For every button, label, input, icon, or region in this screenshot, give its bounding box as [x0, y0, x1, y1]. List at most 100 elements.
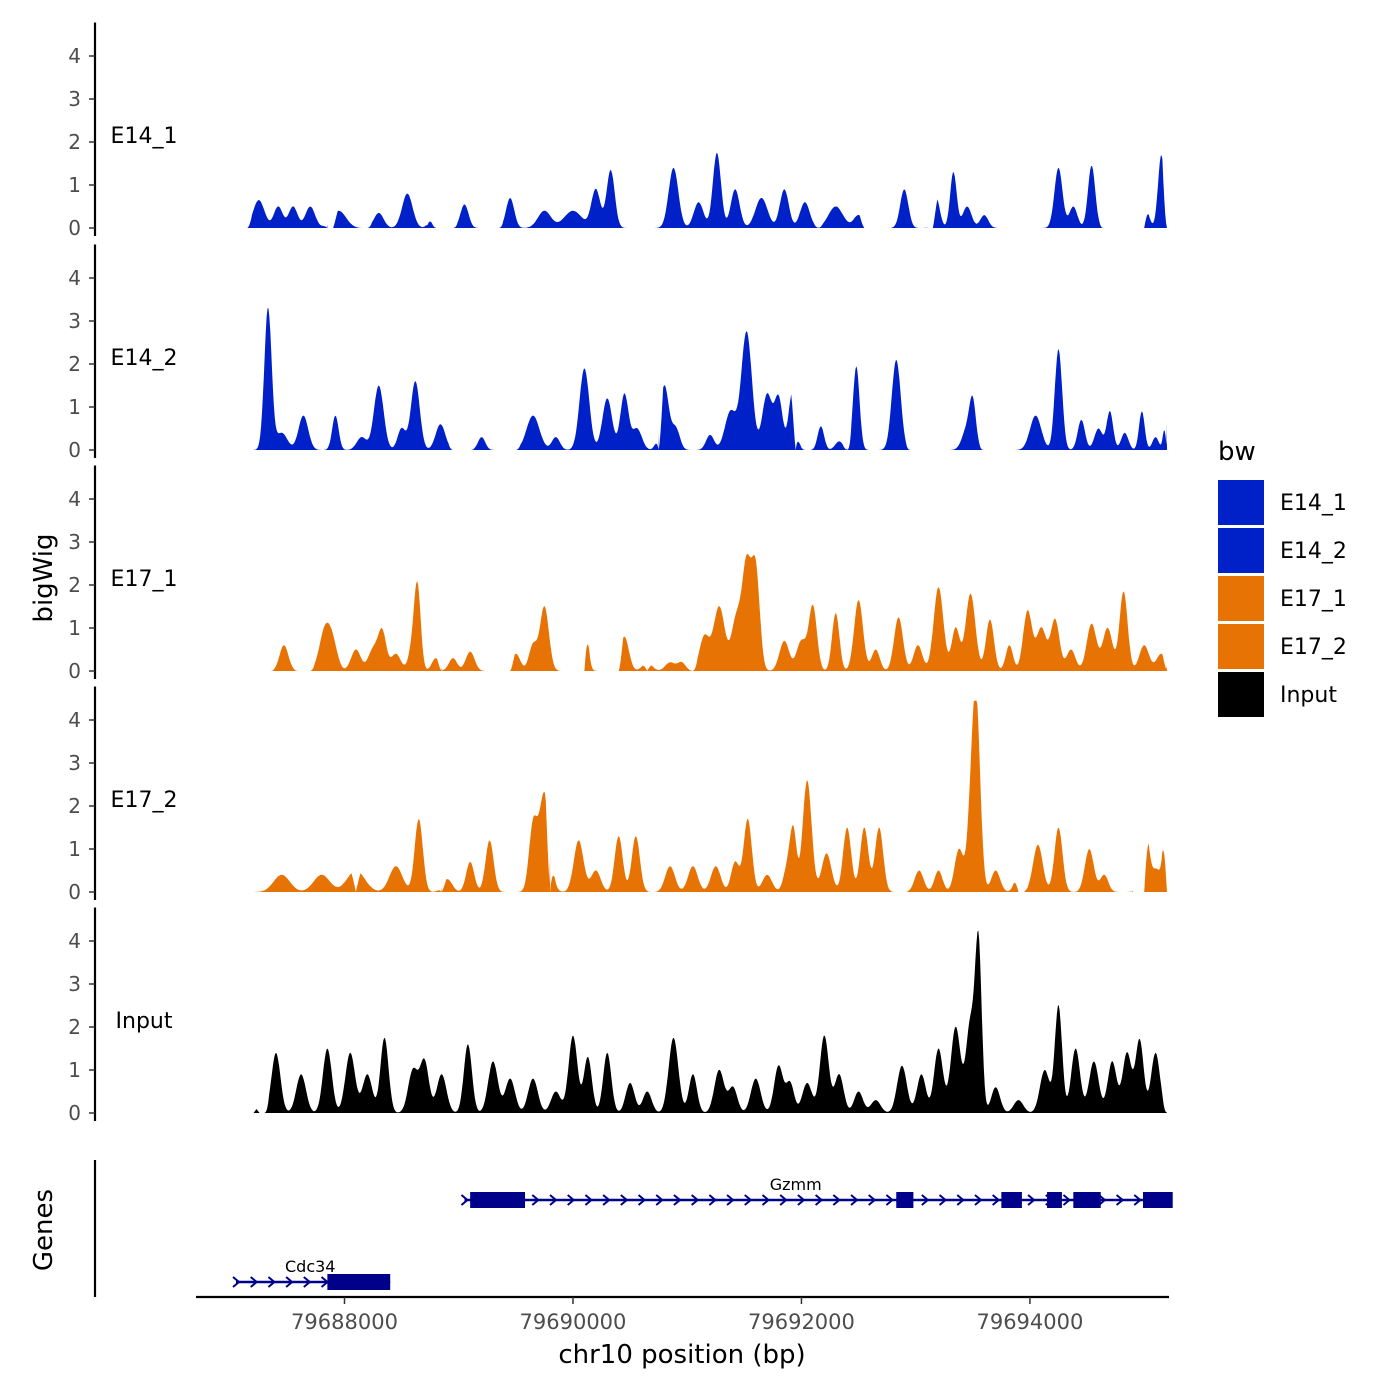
- y-tick-label: 2: [68, 1015, 81, 1039]
- legend-swatch: [1218, 528, 1264, 573]
- track-label: E17_2: [111, 788, 178, 813]
- strand-arrow-icon: [250, 1276, 259, 1288]
- y-tick-label: 3: [68, 972, 81, 996]
- exon-block: [1001, 1192, 1022, 1208]
- exon-block: [327, 1274, 391, 1290]
- strand-arrow-icon: [567, 1194, 576, 1206]
- coverage-area: [270, 645, 299, 671]
- coverage-area: [264, 930, 1167, 1113]
- strand-arrow-icon: [1062, 1194, 1072, 1206]
- strand-arrow-icon: [620, 1194, 629, 1206]
- y-tick-label: 0: [68, 216, 81, 240]
- coverage-area: [453, 204, 482, 228]
- x-tick-label: 79694000: [976, 1310, 1083, 1334]
- y-tick-label: 1: [68, 173, 81, 197]
- coverage-area: [647, 152, 819, 228]
- y-tick-label: 2: [68, 573, 81, 597]
- y-tick-label: 1: [68, 616, 81, 640]
- track-label: E14_1: [111, 124, 178, 149]
- gene-name-label: Gzmm: [770, 1175, 822, 1194]
- coverage-area: [355, 819, 442, 892]
- exon-block: [1143, 1192, 1173, 1208]
- strand-arrow-icon: [956, 1194, 965, 1206]
- strand-arrow-icon: [460, 1194, 470, 1206]
- coverage-area: [647, 661, 693, 671]
- coverage-area: [247, 308, 453, 450]
- legend: bw E14_1 E14_2 E17_1 E17_2 Input: [1218, 437, 1347, 717]
- y-tick-label: 0: [68, 1101, 81, 1125]
- strand-arrow-icon: [992, 1194, 1001, 1206]
- y-tick-label: 4: [68, 44, 81, 68]
- strand-arrow-icon: [232, 1276, 241, 1288]
- coverage-area: [692, 554, 1167, 671]
- track-label: E17_1: [111, 567, 178, 592]
- coverage-area: [1024, 827, 1133, 892]
- coverage-area: [807, 426, 848, 450]
- coverage-area: [441, 651, 488, 671]
- y-tick-label: 4: [68, 929, 81, 953]
- coverage-area: [550, 836, 653, 892]
- y-tick-label: 3: [68, 87, 81, 111]
- track-label: E14_2: [111, 346, 178, 371]
- y-tick-label: 0: [68, 659, 81, 683]
- strand-arrow-icon: [868, 1194, 877, 1206]
- y-tick-label: 2: [68, 352, 81, 376]
- legend-label: Input: [1280, 683, 1337, 708]
- strand-arrow-icon: [303, 1276, 312, 1288]
- coverage-area: [310, 581, 442, 671]
- track-e17_2: 0 1 2 3 4 E17_2: [68, 686, 1167, 904]
- strand-arrow-icon: [637, 1194, 647, 1206]
- y-tick-label: 1: [68, 837, 81, 861]
- legend-label: E14_2: [1280, 539, 1347, 564]
- coverage-area: [995, 349, 1167, 450]
- strand-arrow-icon: [744, 1194, 753, 1206]
- strand-arrow-icon: [974, 1194, 983, 1206]
- coverage-area: [367, 193, 431, 228]
- strand-arrow-icon: [1115, 1194, 1125, 1206]
- strand-arrow-icon: [673, 1194, 682, 1206]
- y-tick-label: 2: [68, 130, 81, 154]
- strand-arrow-icon: [285, 1276, 294, 1288]
- x-tick-label: 79690000: [520, 1310, 627, 1334]
- legend-swatch: [1218, 480, 1264, 525]
- coverage-area: [944, 395, 985, 450]
- coverage-area: [247, 200, 328, 228]
- strand-arrow-icon: [1098, 1194, 1107, 1206]
- legend-label: E17_2: [1280, 635, 1347, 660]
- strand-arrow-icon: [938, 1194, 948, 1206]
- coverage-area: [887, 189, 928, 228]
- coverage-area: [652, 780, 905, 892]
- x-axis: 79688000 79690000 79692000 79694000: [196, 1295, 1169, 1334]
- y-tick-label: 4: [68, 708, 81, 732]
- coverage-area: [470, 437, 499, 450]
- coverage-area: [795, 441, 808, 450]
- exon-block: [1047, 1192, 1062, 1208]
- genes-panel-title: Genes: [29, 1189, 59, 1271]
- strand-arrow-icon: [921, 1194, 930, 1206]
- strand-arrow-icon: [690, 1194, 700, 1206]
- y-tick-label: 1: [68, 395, 81, 419]
- exon-block: [896, 1192, 914, 1208]
- legend-swatch: [1218, 576, 1264, 621]
- x-tick-label: 79688000: [291, 1310, 398, 1334]
- gene-cdc34: Cdc34: [232, 1257, 391, 1290]
- coverage-area: [847, 366, 876, 450]
- coverage-area: [241, 873, 356, 892]
- strand-arrow-icon: [850, 1194, 859, 1206]
- strand-arrow-icon: [761, 1194, 771, 1206]
- coverage-area: [333, 210, 362, 228]
- legend-label: E17_1: [1280, 587, 1347, 612]
- coverage-area: [253, 1109, 260, 1113]
- y-tick-label: 2: [68, 794, 81, 818]
- coverage-area: [1029, 166, 1105, 228]
- gene-annotation-panel: Cdc34 Gzmm: [93, 1160, 1173, 1297]
- y-tick-label: 3: [68, 309, 81, 333]
- y-tick-label: 0: [68, 880, 81, 904]
- strand-arrow-icon: [832, 1194, 841, 1206]
- strand-arrow-icon: [885, 1194, 894, 1206]
- track-e17_1: 0 1 2 3 4 E17_1: [68, 465, 1167, 683]
- strand-arrow-icon: [531, 1194, 540, 1206]
- strand-arrow-icon: [1027, 1194, 1036, 1206]
- track-e14_2: 0 1 2 3 4 E14_2: [68, 244, 1167, 462]
- coverage-area: [1144, 155, 1167, 228]
